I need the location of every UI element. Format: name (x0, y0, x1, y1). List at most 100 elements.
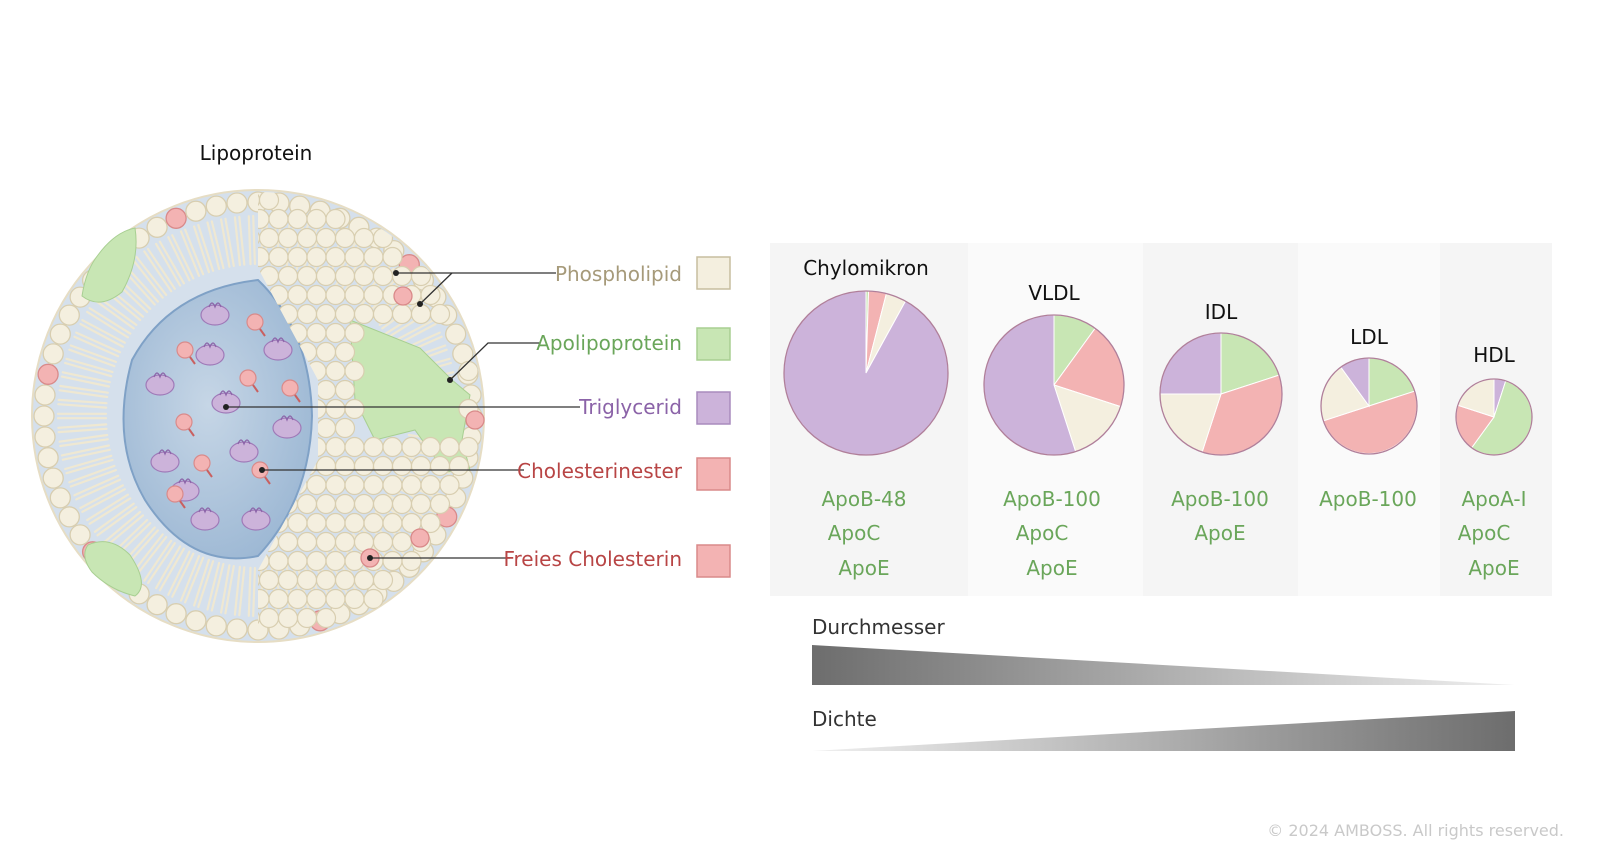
phospholipid-head (334, 303, 356, 325)
leader-dots (223, 270, 453, 561)
phospholipid-head (258, 607, 280, 629)
cholesterinester-molecule (176, 341, 194, 359)
phospholipid-head (58, 304, 80, 326)
gradient-label-durchmesser: Durchmesser (812, 615, 945, 639)
legend-label-triglycerid: Triglycerid (578, 395, 682, 419)
phospholipid-tail (73, 474, 120, 497)
free-cholesterin-head (37, 363, 59, 385)
apo-label: ApoB-100 (1319, 487, 1417, 511)
phospholipid-tail (167, 236, 191, 282)
pie-hdl (1455, 378, 1533, 456)
phospholipid-head (33, 405, 55, 427)
phospholipid-head (315, 417, 337, 439)
phospholipid-head (344, 474, 365, 496)
phospholipid-head (325, 550, 346, 572)
phospholipid-tail (247, 566, 252, 617)
phospholipid-head (420, 284, 441, 306)
phospholipid-head (296, 265, 318, 287)
triglycerid-tail (237, 439, 251, 446)
phospholipid-tail (57, 423, 108, 429)
apo-label: ApoE (1026, 556, 1077, 580)
phospholipid-head (277, 265, 299, 287)
apo-label: ApoB-100 (1171, 487, 1269, 511)
phospholipid-head (325, 246, 346, 268)
phospholipid-head (401, 474, 422, 496)
phospholipid-tail (60, 375, 111, 388)
phospholipid-tail (184, 228, 205, 276)
triglycerid-molecule (200, 304, 230, 326)
phospholipid-head (334, 227, 356, 249)
legend-swatch-freies-cholesterin (696, 544, 731, 578)
phospholipid-head (334, 417, 356, 439)
class-name-vldl: VLDL (1028, 281, 1080, 305)
phospholipid-head (277, 569, 299, 591)
phospholipid-head (325, 398, 346, 420)
apo-label: ApoE (1194, 521, 1245, 545)
cholesterinester-molecule (281, 379, 299, 397)
phospholipid-head (315, 607, 337, 629)
phospholipid-tail (171, 552, 195, 598)
phospholipid-head (296, 569, 318, 591)
triglycerid-tail (203, 342, 217, 349)
phospholipid-head (363, 512, 384, 534)
legend-label-freies-cholesterin: Freies Cholesterin (503, 547, 682, 571)
phospholipid-tail (238, 566, 246, 617)
gradient-label-dichte: Dichte (812, 707, 877, 731)
phospholipid-head (226, 192, 248, 214)
phospholipid-head (49, 487, 71, 509)
apolipoprotein-patch-bottom (84, 541, 142, 597)
phospholipid-head (458, 360, 479, 382)
phospholipid-tail (68, 348, 116, 368)
phospholipid-tail (59, 384, 109, 394)
triglycerid-tail (208, 302, 222, 309)
phospholipid-tail (252, 566, 256, 618)
phospholipid-head (306, 246, 327, 268)
phospholipid-head (448, 455, 470, 477)
phospholipid-head (439, 436, 460, 458)
phospholipid-head (277, 531, 299, 553)
phospholipid-tail (171, 234, 195, 280)
phospholipid-tail (252, 214, 256, 266)
phospholipid-head (306, 322, 327, 344)
phospholipid-head (382, 512, 403, 534)
apo-label: ApoE (838, 556, 889, 580)
phospholipid-tail (93, 502, 135, 533)
gradient-wedge-dichte (812, 711, 1515, 751)
apo-label: ApoC (828, 521, 881, 545)
phospholipid-head (268, 588, 289, 610)
phospholipid-head (325, 322, 346, 344)
phospholipid-tail (65, 357, 114, 374)
phospholipid-head (344, 436, 365, 458)
phospholipid-head (296, 607, 318, 629)
phospholipid-head (287, 246, 308, 268)
phospholipid-head (325, 436, 346, 458)
legend-swatch-apolipoprotein (696, 327, 731, 361)
apo-label: ApoB-100 (1003, 487, 1101, 511)
pie-chylomikron (783, 290, 949, 456)
triglycerid-molecule (229, 441, 259, 463)
apo-list-idl: ApoB-100 ApoE (1171, 487, 1269, 545)
phospholipid-head (287, 588, 308, 610)
pie-ldl (1320, 357, 1418, 455)
phospholipid-head (334, 265, 356, 287)
phospholipid-head (344, 588, 365, 610)
phospholipid-head (325, 360, 346, 382)
phospholipid-head (315, 227, 337, 249)
apo-label: ApoC (1016, 521, 1069, 545)
phospholipid-head (353, 227, 375, 249)
phospholipid-tail (73, 335, 120, 358)
phospholipid-head (315, 455, 337, 477)
phospholipid-head (410, 455, 432, 477)
phospholipid-head (363, 474, 384, 496)
apo-label: ApoC (1458, 521, 1511, 545)
triglycerid-tail (280, 415, 294, 422)
cholesterinester-molecule (239, 369, 257, 387)
phospholipid-head (410, 493, 432, 515)
phospholipid-head (268, 208, 289, 230)
classes-panel: Chylomikron VLDL IDL LDL HDL ApoB-48 Apo… (770, 243, 1552, 596)
phospholipid-head (325, 512, 346, 534)
phospholipid-head (363, 588, 384, 610)
phospholipid-tail (81, 319, 126, 344)
phospholipid-tail (68, 464, 116, 484)
phospholipid-tail (93, 299, 135, 330)
